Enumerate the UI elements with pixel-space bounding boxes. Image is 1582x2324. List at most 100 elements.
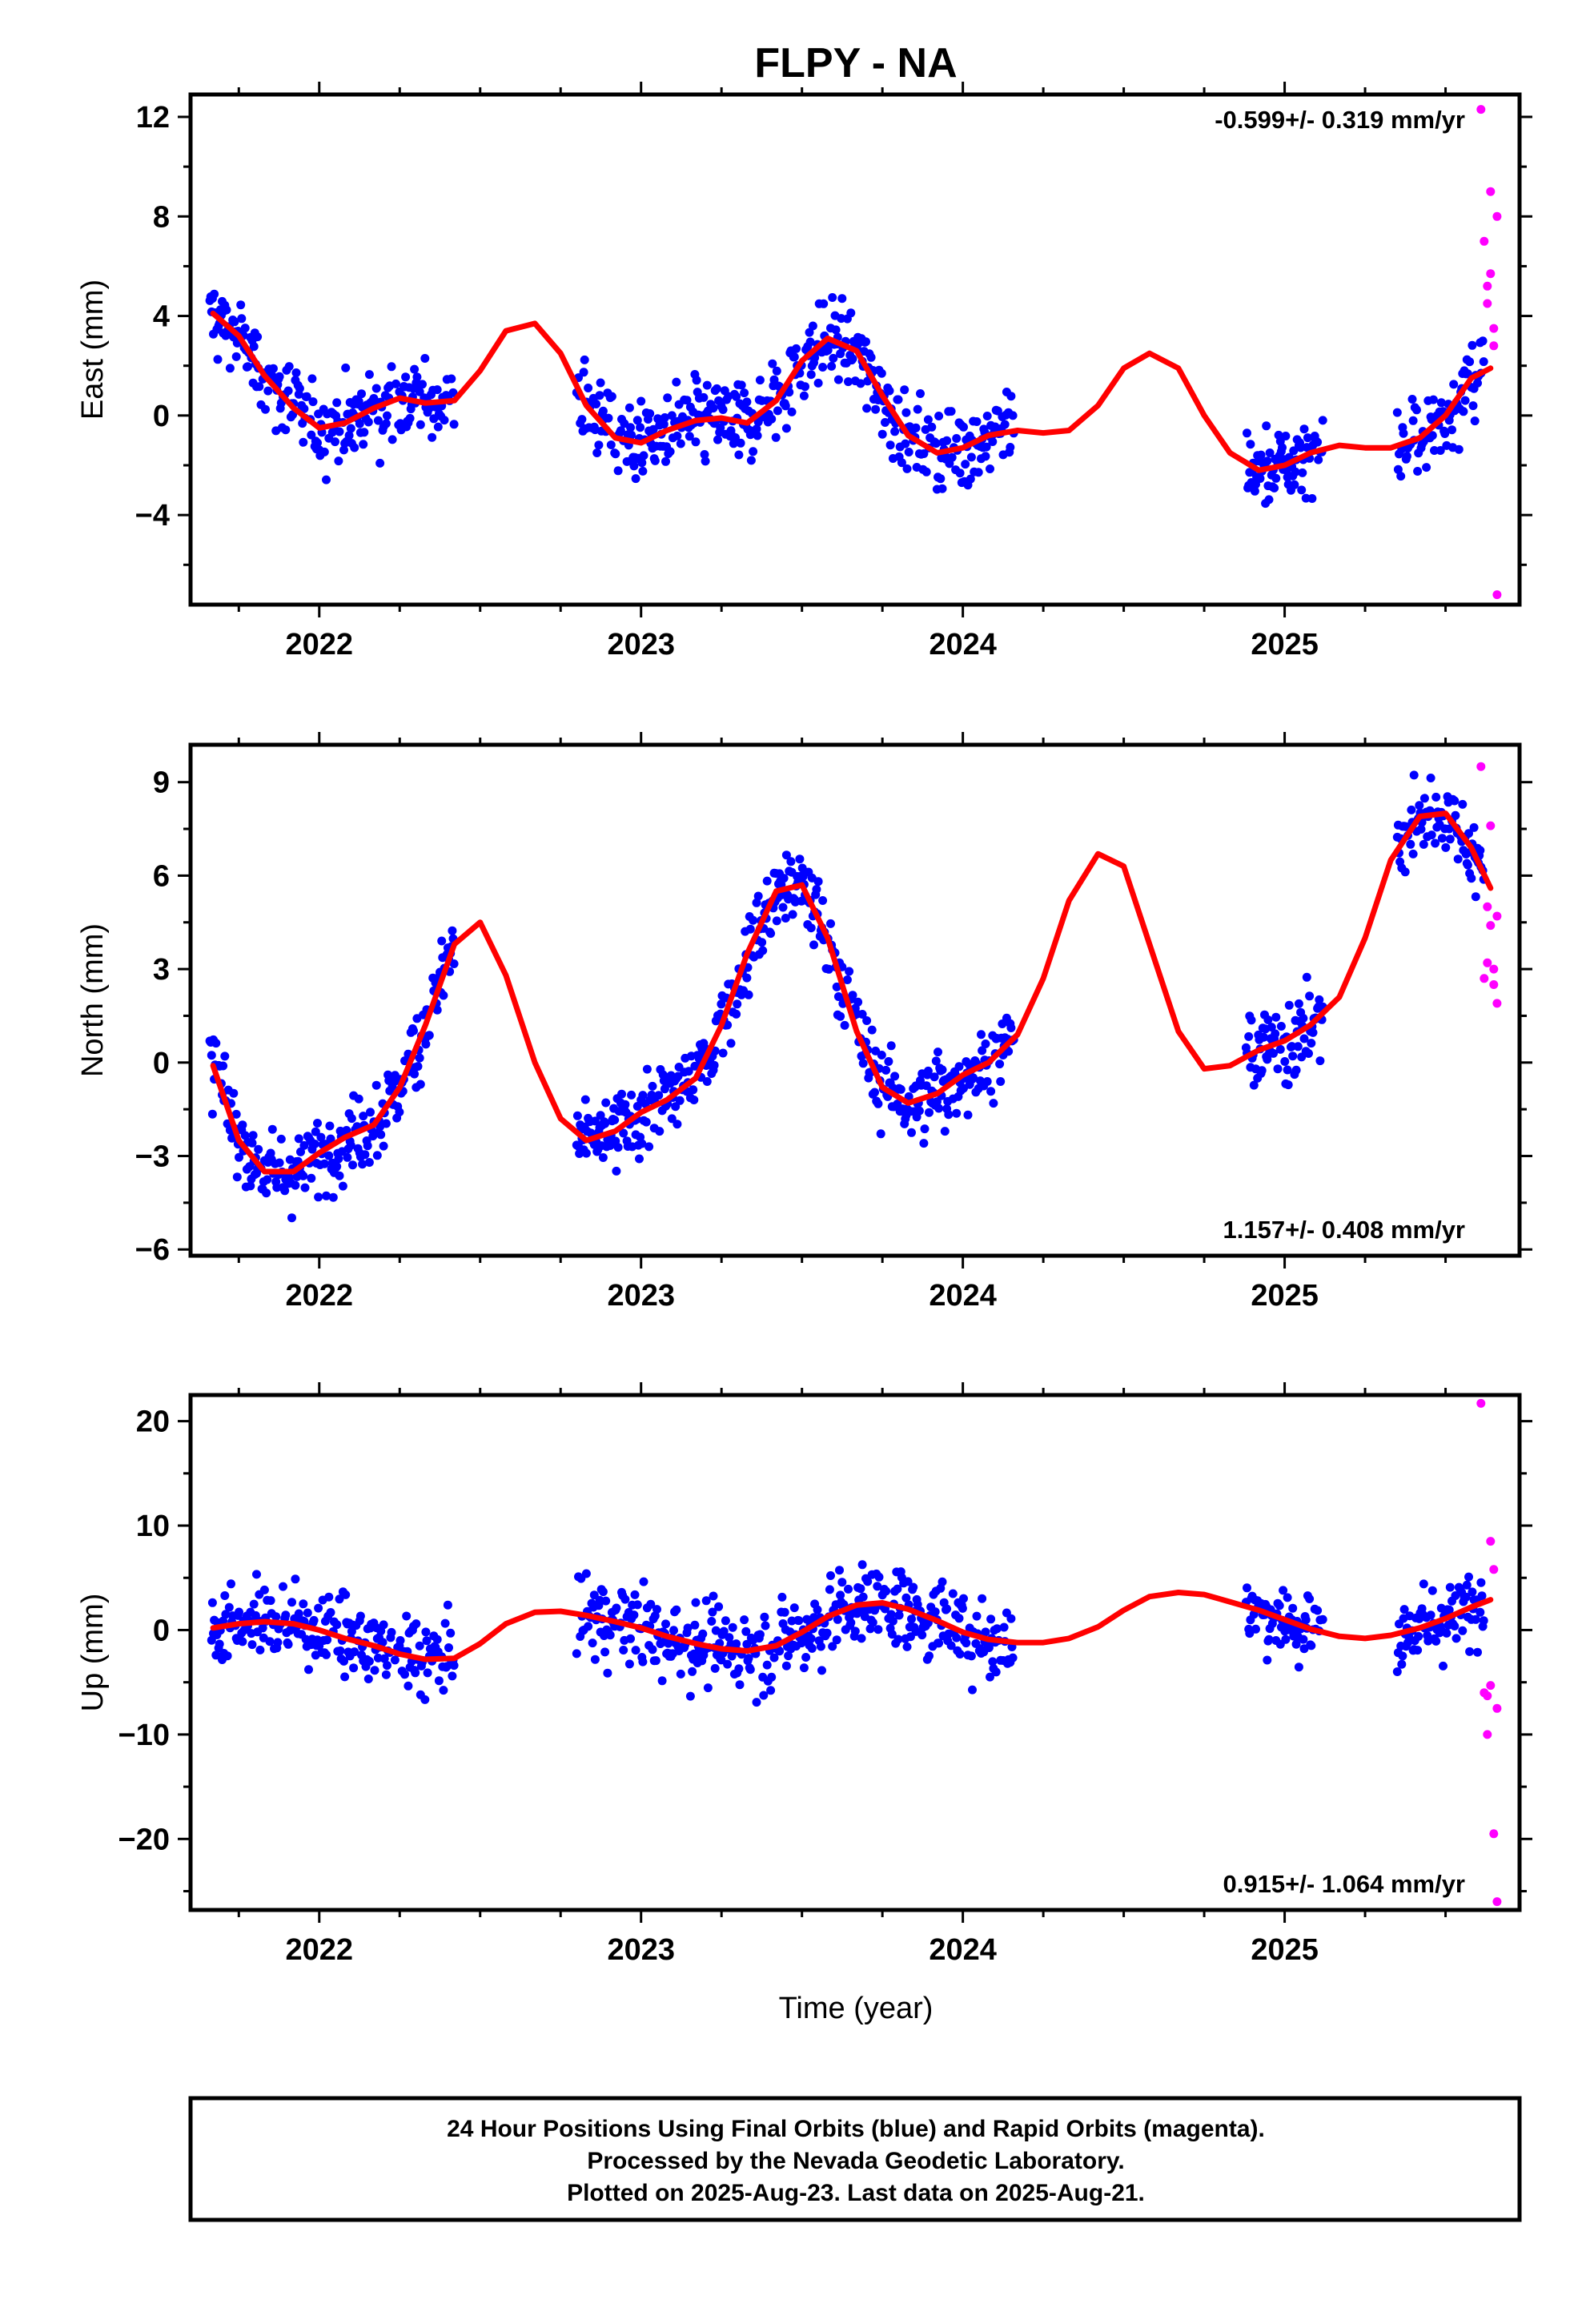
final-orbit-point (449, 420, 459, 429)
final-orbit-point (857, 1560, 867, 1570)
final-orbit-point (334, 1154, 343, 1164)
final-orbit-point (326, 1608, 335, 1617)
final-orbit-point (1313, 437, 1323, 447)
final-orbit-point (1414, 1631, 1423, 1641)
final-orbit-point (1450, 796, 1460, 806)
final-orbit-point (300, 1183, 310, 1192)
final-orbit-point (611, 449, 620, 459)
final-orbit-point (986, 1672, 994, 1682)
final-orbit-point (762, 876, 772, 886)
final-orbit-point (413, 1062, 423, 1072)
final-orbit-point (654, 1091, 664, 1100)
final-orbit-point (584, 384, 593, 392)
rapid-orbit-point (1489, 980, 1499, 989)
final-orbit-point (307, 1173, 316, 1183)
final-orbit-point (1290, 480, 1299, 489)
final-orbit-point (372, 1151, 382, 1160)
final-orbit-point (1299, 1634, 1308, 1644)
final-orbit-point (416, 1080, 425, 1089)
final-orbit-point (1299, 424, 1309, 434)
final-orbit-point (1413, 467, 1423, 476)
final-orbit-point (714, 1602, 724, 1611)
final-orbit-point (258, 1623, 267, 1633)
final-orbit-point (890, 1072, 900, 1081)
final-orbit-point (984, 1643, 994, 1652)
final-orbit-point (223, 1651, 232, 1661)
final-orbit-point (1453, 854, 1463, 864)
final-orbit-point (982, 412, 992, 420)
final-orbit-point (219, 1061, 228, 1071)
final-orbit-point (903, 1577, 913, 1586)
final-orbit-point (684, 1067, 693, 1076)
final-orbit-point (1431, 792, 1441, 802)
final-orbit-point (378, 1638, 387, 1647)
final-orbit-point (349, 1663, 359, 1673)
y-tick-label: −3 (135, 1140, 170, 1174)
final-orbit-point (959, 1594, 968, 1603)
final-orbit-point (1415, 801, 1424, 810)
final-orbit-point (596, 378, 605, 388)
final-orbit-point (412, 1619, 421, 1629)
final-orbit-point (335, 1171, 344, 1180)
y-tick-label: 3 (153, 953, 170, 987)
final-orbit-point (279, 1582, 287, 1591)
final-orbit-point (346, 424, 355, 433)
final-orbit-point (982, 1077, 992, 1086)
final-orbit-point (816, 1642, 825, 1651)
final-orbit-point (732, 1009, 741, 1019)
final-orbit-point (221, 1610, 231, 1619)
final-orbit-point (409, 1026, 418, 1035)
final-orbit-point (846, 308, 856, 318)
final-orbit-point (702, 1077, 712, 1086)
rapid-orbit-point (1483, 1730, 1492, 1739)
final-orbit-point (767, 414, 777, 424)
final-orbit-point (448, 1671, 457, 1681)
final-orbit-point (322, 1650, 331, 1659)
final-orbit-point (632, 416, 642, 425)
final-orbit-point (579, 368, 588, 377)
final-orbit-point (934, 1047, 942, 1057)
final-orbit-point (311, 1127, 320, 1136)
final-orbit-point (1445, 834, 1455, 844)
final-orbit-point (777, 1592, 787, 1602)
final-orbit-point (904, 1092, 913, 1101)
final-orbit-point (1283, 1065, 1292, 1075)
final-orbit-point (207, 1598, 217, 1607)
final-orbit-point (675, 1096, 685, 1105)
final-orbit-point (827, 361, 837, 371)
final-orbit-point (881, 418, 889, 427)
final-orbit-point (886, 1041, 896, 1051)
final-orbit-point (371, 1080, 381, 1090)
final-orbit-point (405, 413, 415, 423)
final-orbit-point (1308, 1027, 1318, 1037)
final-orbit-point (981, 452, 990, 461)
final-orbit-point (1243, 428, 1251, 438)
final-orbit-point (343, 1152, 352, 1162)
east-panel: 2022 2023 2024 2025 12 8 4 0 −4 East (mm) -0.599+/… (76, 82, 1532, 661)
final-orbit-point (334, 456, 343, 466)
final-orbit-point (917, 1630, 927, 1640)
final-orbit-point (440, 416, 449, 425)
final-orbit-point (1416, 825, 1426, 834)
final-orbit-point (768, 359, 777, 368)
final-orbit-point (580, 355, 589, 364)
y-axis-label: East (mm) (76, 279, 110, 420)
final-orbit-point (1468, 401, 1478, 411)
final-orbit-point (627, 430, 636, 440)
x-tick-label: 2025 (1251, 1279, 1319, 1313)
final-orbit-point (363, 1141, 372, 1151)
final-orbit-point (733, 999, 742, 1009)
final-orbit-point (272, 1183, 282, 1192)
final-orbit-point (709, 1591, 718, 1601)
final-orbit-point (207, 1051, 216, 1060)
final-orbit-point (1006, 443, 1015, 452)
final-orbit-point (753, 891, 763, 901)
final-orbit-point (314, 1192, 323, 1202)
final-orbit-point (808, 321, 817, 331)
final-orbit-point (1460, 396, 1470, 405)
final-orbit-point (781, 401, 790, 411)
final-orbit-point (449, 959, 459, 968)
final-orbit-point (938, 1065, 947, 1075)
final-orbit-point (981, 1627, 990, 1637)
final-orbit-point (581, 1569, 591, 1578)
